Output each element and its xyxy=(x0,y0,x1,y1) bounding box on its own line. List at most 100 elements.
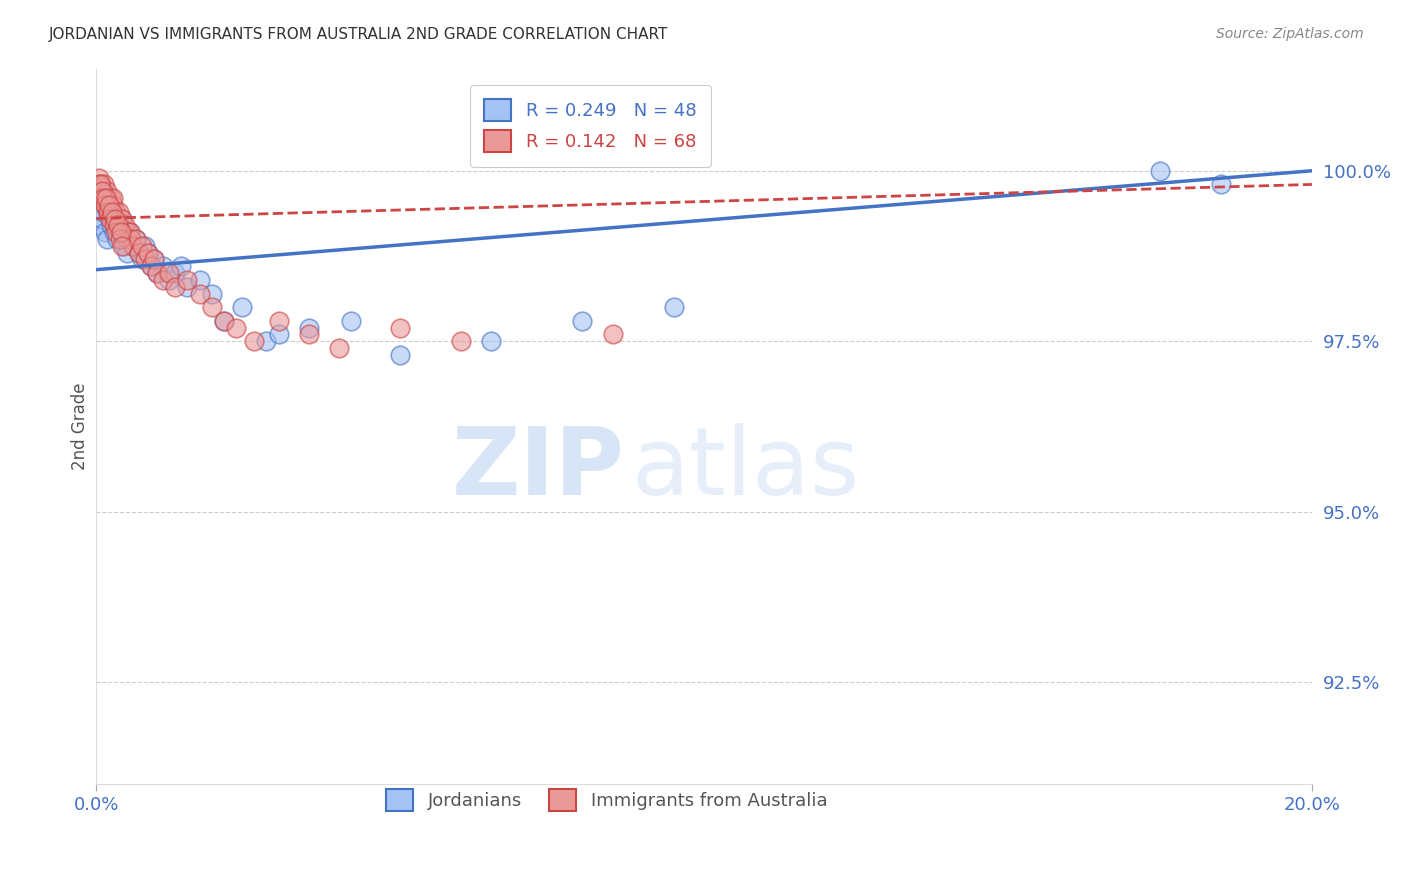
Point xyxy=(136,245,159,260)
Y-axis label: 2nd Grade: 2nd Grade xyxy=(72,383,89,470)
Point xyxy=(96,184,118,198)
Point xyxy=(201,300,224,314)
Point xyxy=(243,334,266,349)
Point xyxy=(1209,178,1232,192)
Point xyxy=(100,219,122,233)
Point xyxy=(188,273,211,287)
Point xyxy=(118,225,141,239)
Point xyxy=(298,320,321,334)
Point xyxy=(114,232,136,246)
Point xyxy=(450,334,472,349)
Point xyxy=(103,191,125,205)
Point xyxy=(201,286,224,301)
Point xyxy=(93,204,115,219)
Point xyxy=(176,279,198,293)
Point xyxy=(479,334,502,349)
Point xyxy=(93,178,115,192)
Point xyxy=(107,219,129,233)
Point xyxy=(112,225,135,239)
Point xyxy=(267,314,290,328)
Point xyxy=(91,191,114,205)
Point xyxy=(104,211,127,226)
Point xyxy=(131,239,153,253)
Point xyxy=(1149,163,1171,178)
Point xyxy=(97,204,120,219)
Point xyxy=(254,334,277,349)
Point xyxy=(165,266,187,280)
Point xyxy=(225,320,247,334)
Point xyxy=(97,204,120,219)
Point xyxy=(89,178,111,192)
Point xyxy=(125,232,148,246)
Point xyxy=(111,239,134,253)
Point xyxy=(157,266,180,280)
Point xyxy=(146,266,169,280)
Point xyxy=(118,225,141,239)
Point xyxy=(170,259,193,273)
Point xyxy=(91,211,114,226)
Point xyxy=(176,273,198,287)
Point xyxy=(93,184,115,198)
Point xyxy=(136,245,159,260)
Point xyxy=(90,184,112,198)
Point xyxy=(128,245,150,260)
Point xyxy=(107,219,129,233)
Point xyxy=(103,225,125,239)
Point xyxy=(152,259,174,273)
Point xyxy=(107,232,129,246)
Point xyxy=(114,219,136,233)
Point xyxy=(231,300,253,314)
Point xyxy=(90,178,112,192)
Point xyxy=(152,273,174,287)
Point xyxy=(94,198,117,212)
Point xyxy=(89,219,111,233)
Point xyxy=(298,327,321,342)
Point xyxy=(142,252,165,267)
Point xyxy=(100,191,122,205)
Point xyxy=(157,273,180,287)
Point xyxy=(105,225,128,239)
Point xyxy=(267,327,290,342)
Point xyxy=(110,225,132,239)
Point xyxy=(110,219,132,233)
Point xyxy=(188,286,211,301)
Point xyxy=(101,198,124,212)
Point xyxy=(142,252,165,267)
Point xyxy=(134,239,156,253)
Point xyxy=(103,219,125,233)
Point xyxy=(121,239,143,253)
Point xyxy=(212,314,235,328)
Point xyxy=(389,348,412,362)
Point xyxy=(108,219,131,233)
Point xyxy=(89,184,111,198)
Point xyxy=(94,225,117,239)
Point xyxy=(340,314,363,328)
Point xyxy=(115,232,138,246)
Point xyxy=(146,266,169,280)
Point xyxy=(131,252,153,267)
Point xyxy=(139,259,162,273)
Point xyxy=(104,211,127,226)
Point xyxy=(90,198,112,212)
Point xyxy=(120,232,142,246)
Text: atlas: atlas xyxy=(631,424,859,516)
Point xyxy=(96,191,118,205)
Text: Source: ZipAtlas.com: Source: ZipAtlas.com xyxy=(1216,27,1364,41)
Point xyxy=(134,252,156,267)
Point xyxy=(117,225,139,239)
Point xyxy=(602,327,624,342)
Point xyxy=(89,170,111,185)
Point xyxy=(100,204,122,219)
Point xyxy=(103,204,125,219)
Point xyxy=(389,320,412,334)
Point xyxy=(91,191,114,205)
Point xyxy=(107,204,129,219)
Point xyxy=(98,211,121,226)
Point xyxy=(125,232,148,246)
Point xyxy=(93,198,115,212)
Point xyxy=(110,225,132,239)
Point xyxy=(97,198,120,212)
Point xyxy=(87,178,110,192)
Point xyxy=(128,245,150,260)
Point xyxy=(112,239,135,253)
